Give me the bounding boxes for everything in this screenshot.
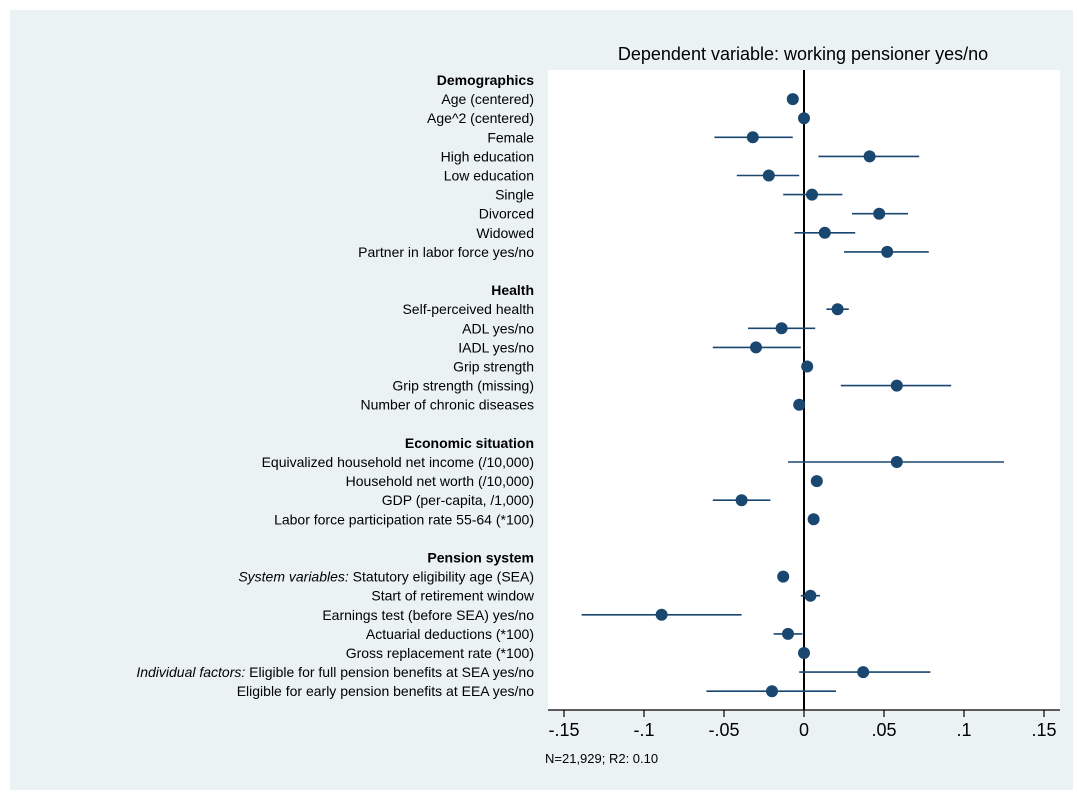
row-label: Labor force participation rate 55-64 (*1… (274, 511, 534, 527)
coefficient-point (807, 513, 820, 526)
row-label: Individual factors: Eligible for full pe… (136, 664, 534, 680)
coefficient-point (746, 131, 759, 144)
sample-note: N=21,929; R2: 0.10 (545, 751, 658, 766)
x-tick-label: -.1 (633, 720, 654, 740)
coefficient-point (863, 150, 876, 163)
x-tick-label: .05 (871, 720, 896, 740)
group-header: Health (491, 282, 534, 298)
row-label: High education (441, 148, 534, 164)
coefficient-point (857, 666, 870, 679)
coefficient-point (881, 245, 894, 258)
coefficient-marks (581, 93, 1004, 698)
x-tick-label: -.05 (708, 720, 739, 740)
x-tick-label: 0 (799, 720, 809, 740)
x-axis: -.15 -.1 -.05 0 .05 .1 .15 (548, 709, 1060, 740)
coefficient-point (793, 398, 806, 411)
row-label-text: Statutory eligibility age (SEA) (349, 569, 534, 585)
coefficient-point (831, 303, 844, 316)
coefficient-point (766, 685, 778, 698)
chart-outer-region: Dependent variable: working pensioner ye… (10, 10, 1073, 790)
coefficient-point (804, 589, 817, 602)
row-label: Earnings test (before SEA) yes/no (322, 607, 534, 623)
coefficient-point (818, 226, 831, 239)
coefficient-point (777, 570, 790, 583)
row-label: Actuarial deductions (*100) (366, 626, 534, 642)
row-label: Grip strength (453, 359, 534, 375)
chart-title: Dependent variable: working pensioner ye… (618, 44, 988, 64)
row-label: System variables: Statutory eligibility … (238, 569, 534, 585)
row-label: Equivalized household net income (/10,00… (262, 454, 534, 470)
row-label: Divorced (479, 206, 534, 222)
group-header: Pension system (427, 550, 534, 566)
coefficient-point (782, 627, 794, 640)
row-label-prefix: Individual factors: (136, 664, 245, 680)
row-label-prefix: System variables: (238, 569, 349, 585)
coefficient-point (735, 494, 748, 507)
row-label: Household net worth (/10,000) (346, 473, 534, 489)
row-label-text: Eligible for full pension benefits at SE… (245, 664, 534, 680)
coefficient-point (798, 647, 810, 659)
row-label: Self-perceived health (402, 301, 534, 317)
row-labels: Demographics Age (centered) Age^2 (centere… (136, 72, 535, 699)
row-label: Number of chronic diseases (360, 397, 534, 413)
row-label: Low education (444, 168, 534, 184)
row-label: Start of retirement window (371, 588, 535, 604)
row-label: Partner in labor force yes/no (358, 244, 534, 260)
coefficient-point (750, 341, 762, 354)
group-header: Demographics (437, 72, 534, 88)
row-label: Single (495, 187, 534, 203)
x-tick-label: -.15 (548, 720, 579, 740)
coefficient-point (873, 207, 886, 220)
coefficient-point (786, 93, 799, 106)
coefficient-point (890, 379, 903, 392)
coefficient-plot: Dependent variable: working pensioner ye… (136, 44, 1060, 766)
coefficient-point (806, 188, 818, 201)
row-label: GDP (per-capita, /1,000) (382, 492, 534, 508)
coefficient-point (798, 112, 810, 125)
coefficient-point (775, 322, 788, 335)
row-label: Gross replacement rate (*100) (346, 645, 534, 661)
row-label: Age (centered) (441, 91, 534, 107)
row-label: Eligible for early pension benefits at E… (237, 683, 535, 699)
row-label: Female (487, 129, 534, 145)
coefficient-point (890, 456, 903, 468)
row-label: ADL yes/no (462, 320, 534, 336)
coefficient-point (762, 169, 775, 182)
row-label: Widowed (476, 225, 534, 241)
row-label: Grip strength (missing) (392, 378, 534, 394)
coefficient-point (810, 475, 823, 488)
coefficient-point (655, 608, 668, 621)
coefficient-point (801, 360, 814, 373)
x-tick-label: .1 (956, 720, 971, 740)
group-header: Economic situation (405, 435, 534, 451)
row-label: Age^2 (centered) (427, 110, 534, 126)
x-tick-label: .15 (1031, 720, 1056, 740)
row-label: IADL yes/no (458, 339, 534, 355)
